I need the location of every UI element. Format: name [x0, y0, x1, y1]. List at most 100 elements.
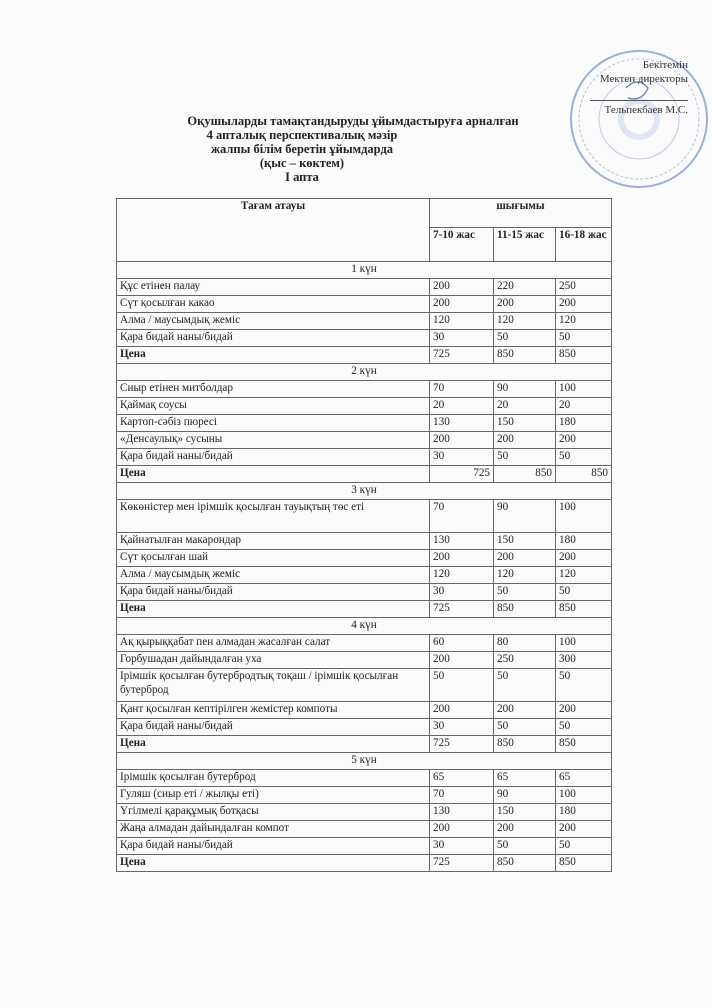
- portion-value: 60: [429, 634, 494, 652]
- portion-value: 130: [429, 803, 494, 821]
- portion-value: 20: [555, 397, 612, 415]
- day-row: 3 күн: [116, 482, 612, 500]
- portion-value: 200: [555, 701, 612, 719]
- portion-value: 725: [429, 465, 494, 483]
- portion-value: 725: [429, 735, 494, 753]
- portion-value: 120: [493, 566, 556, 584]
- dish-name: Үгілмелі қарақұмық ботқасы: [116, 803, 430, 821]
- approval-name: Тельпекбаев М.С.: [604, 104, 688, 116]
- portion-value: 90: [493, 499, 556, 533]
- table-row: Қара бидай наны/бидай 30 50 50: [116, 837, 612, 855]
- signature-line: [590, 86, 688, 101]
- table-row: Алма / маусымдық жеміс 120 120 120: [116, 566, 612, 584]
- col-header-yield: шығымы: [429, 198, 612, 228]
- portion-value: 50: [493, 583, 556, 601]
- table-row: Ірімшік қосылған бутербродтық тоқаш / ір…: [116, 668, 612, 702]
- portion-value: 200: [429, 549, 494, 567]
- table-row: Гуляш (сиыр еті / жылқы еті) 70 90 100: [116, 786, 612, 804]
- portion-value: 65: [429, 769, 494, 787]
- portion-value: 70: [429, 380, 494, 398]
- table-row: Қаймақ соусы 20 20 20: [116, 397, 612, 415]
- col-header-age-2: 11-15 жас: [493, 227, 556, 262]
- portion-value: 100: [555, 786, 612, 804]
- table-row: «Денсаулық» сусыны 200 200 200: [116, 431, 612, 449]
- portion-value: 850: [555, 854, 612, 872]
- dish-name: Ақ қырыққабат пен алмадан жасалған салат: [116, 634, 430, 652]
- title-line-1: Оқушыларды тамақтандыруды ұйымдастыруға …: [187, 114, 519, 128]
- title-line-4: (қыс – көктем): [259, 156, 345, 170]
- table-row: Алма / маусымдық жеміс 120 120 120: [116, 312, 612, 330]
- portion-value: 50: [555, 583, 612, 601]
- portion-value: 20: [429, 397, 494, 415]
- portion-value: 150: [493, 414, 556, 432]
- dish-name: Алма / маусымдық жеміс: [116, 566, 430, 584]
- price-label: Цена: [116, 346, 430, 364]
- price-row: Цена 725 850 850: [116, 346, 612, 364]
- portion-value: 120: [555, 312, 612, 330]
- day-label: 3 күн: [116, 482, 612, 500]
- portion-value: 300: [555, 651, 612, 669]
- price-row: Цена 725 850 850: [116, 465, 612, 483]
- portion-value: 200: [493, 295, 556, 313]
- portion-value: 50: [493, 329, 556, 347]
- price-row: Цена 725 850 850: [116, 600, 612, 618]
- portion-value: 850: [555, 346, 612, 364]
- portion-value: 100: [555, 380, 612, 398]
- portion-value: 50: [555, 668, 612, 702]
- table-row: Ірімшік қосылған бутерброд 65 65 65: [116, 769, 612, 787]
- portion-value: 850: [493, 854, 556, 872]
- dish-name: Ірімшік қосылған бутерброд: [116, 769, 430, 787]
- portion-value: 90: [493, 786, 556, 804]
- portion-value: 725: [429, 854, 494, 872]
- day-row: 5 күн: [116, 752, 612, 770]
- dish-name: Гуляш (сиыр еті / жылқы еті): [116, 786, 430, 804]
- title-line-3: жалпы білім беретін ұйымдарда: [210, 142, 394, 156]
- portion-value: 180: [555, 803, 612, 821]
- portion-value: 130: [429, 532, 494, 550]
- portion-value: 250: [555, 278, 612, 296]
- portion-value: 850: [555, 600, 612, 618]
- day-label: 2 күн: [116, 363, 612, 381]
- portion-value: 200: [429, 431, 494, 449]
- portion-value: 725: [429, 600, 494, 618]
- approval-block: Бекітемін Мектеп директоры Тельпекбаев М…: [590, 58, 688, 117]
- portion-value: 120: [555, 566, 612, 584]
- portion-value: 70: [429, 786, 494, 804]
- price-label: Цена: [116, 600, 430, 618]
- portion-value: 90: [493, 380, 556, 398]
- table-row: Жаңа алмадан дайындалған компот 200 200 200: [116, 820, 612, 838]
- dish-name: Алма / маусымдық жеміс: [116, 312, 430, 330]
- col-header-name: Тағам атауы: [116, 198, 430, 262]
- portion-value: 130: [429, 414, 494, 432]
- portion-value: 100: [555, 634, 612, 652]
- portion-value: 20: [493, 397, 556, 415]
- price-row: Цена 725 850 850: [116, 854, 612, 872]
- table-row: Қара бидай наны/бидай 30 50 50: [116, 329, 612, 347]
- portion-value: 850: [555, 735, 612, 753]
- portion-value: 50: [493, 668, 556, 702]
- table-row: Үгілмелі қарақұмық ботқасы 130 150 180: [116, 803, 612, 821]
- portion-value: 850: [493, 735, 556, 753]
- portion-value: 200: [429, 820, 494, 838]
- col-header-age-3: 16-18 жас: [555, 227, 612, 262]
- portion-value: 50: [555, 837, 612, 855]
- table-row: Құс етінен палау 200 220 250: [116, 278, 612, 296]
- dish-name: Қант қосылған кептірілген жемістер компо…: [116, 701, 430, 719]
- dish-name: Жаңа алмадан дайындалған компот: [116, 820, 430, 838]
- dish-name: Сүт қосылған шай: [116, 549, 430, 567]
- dish-name: Құс етінен палау: [116, 278, 430, 296]
- portion-value: 850: [555, 465, 612, 483]
- table-row: Қара бидай наны/бидай 30 50 50: [116, 448, 612, 466]
- portion-value: 50: [555, 329, 612, 347]
- approval-position: Мектеп директоры: [599, 73, 688, 85]
- dish-name: Қайнатылған макарондар: [116, 532, 430, 550]
- title-line-2: 4 апталық перспективалық мәзір: [206, 128, 398, 142]
- dish-name: Сүт қосылған какао: [116, 295, 430, 313]
- dish-name: Қаймақ соусы: [116, 397, 430, 415]
- portion-value: 30: [429, 448, 494, 466]
- day-label: 4 күн: [116, 617, 612, 635]
- dish-name: Ірімшік қосылған бутербродтық тоқаш / ір…: [116, 668, 430, 702]
- portion-value: 725: [429, 346, 494, 364]
- document-title: Оқушыларды тамақтандыруды ұйымдастыруға …: [0, 114, 712, 184]
- portion-value: 120: [429, 566, 494, 584]
